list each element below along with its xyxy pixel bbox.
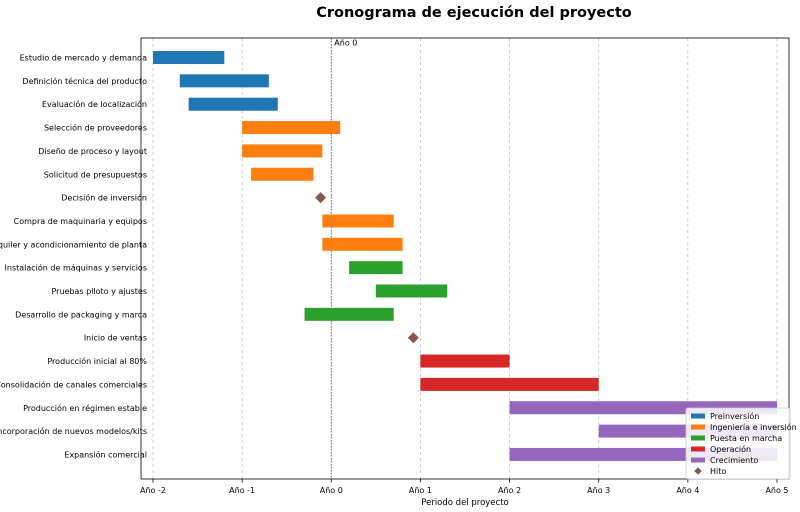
task-bar [251, 167, 314, 181]
legend-swatch [694, 467, 702, 475]
x-tick-label: Año 0 [320, 486, 343, 495]
reference-line-group: Año 0 [330, 38, 357, 479]
legend-label: Preinversión [710, 411, 759, 421]
task-label: Desarrollo de packaging y marca [15, 310, 147, 319]
x-tick-label: Año 2 [498, 486, 521, 495]
x-axis-label: Periodo del proyecto [421, 498, 508, 508]
legend-swatch [691, 413, 705, 419]
task-label: Consolidación de canales comerciales [0, 379, 147, 389]
legend-swatch [691, 446, 705, 452]
chart-title: Cronograma de ejecución del proyecto [316, 5, 632, 21]
task-label: Diseño de proceso y layout [38, 147, 147, 156]
task-bar [242, 144, 323, 158]
legend-label: Operación [710, 444, 751, 454]
legend-label: Hito [710, 467, 726, 476]
task-bar [188, 97, 278, 111]
legend-swatch [691, 457, 705, 463]
task-bars [153, 51, 777, 461]
milestone-marker [407, 332, 419, 344]
task-bar [375, 284, 448, 298]
x-tick-label: Año 4 [676, 486, 699, 495]
task-label: Inicio de ventas [84, 334, 147, 343]
task-bar [322, 237, 403, 251]
x-tick-label: Año 3 [587, 486, 610, 495]
task-label: Selección de proveedores [44, 123, 147, 133]
task-label: Decisión de inversión [61, 193, 147, 203]
task-bar [304, 307, 394, 321]
x-tick-label: Año -1 [229, 486, 255, 495]
x-tick-label: Año 1 [409, 486, 432, 495]
x-tick-label: Año 5 [765, 486, 788, 495]
task-label: Estudio de mercado y demanda [20, 54, 147, 63]
task-bar [242, 121, 341, 135]
task-label: Expansión comercial [64, 449, 147, 459]
x-axis-ticks: Año -2 Año -1 Año 0 Año 1 Año 2 Año 3 Año 4 Año… [140, 479, 789, 495]
plot-frame [140, 37, 790, 480]
legend-box [685, 407, 791, 480]
legend-label: Puesta en marcha [710, 434, 782, 443]
task-bar [322, 214, 394, 228]
reference-line-label: Año 0 [334, 39, 357, 48]
task-label: Evaluación de localización [42, 99, 147, 109]
task-label: Producción en régimen estable [23, 403, 147, 413]
task-label: Solicitud de presupuestos [44, 170, 147, 179]
task-bar [349, 261, 403, 275]
legend-label: Crecimiento [710, 456, 758, 465]
task-bar [153, 51, 225, 64]
legend-swatch [691, 435, 705, 441]
task-label: Alquiler y acondicionamiento de planta [0, 240, 147, 249]
milestone-marker [315, 192, 327, 204]
task-labels: Estudio de mercado y demanda Definición t… [0, 54, 147, 460]
x-tick-label: Año -2 [140, 486, 166, 495]
legend-label: Ingeniería e inversión [710, 422, 797, 432]
task-label: Instalación de máquinas y servicios [5, 263, 147, 273]
task-label: Producción inicial al 80% [47, 356, 147, 366]
task-label: Definición técnica del producto [22, 76, 147, 86]
task-label: Incorporación de nuevos modelos/kits [0, 426, 147, 436]
task-bar [420, 354, 510, 368]
task-label: Pruebas piloto y ajustes [51, 287, 147, 296]
task-bar [420, 377, 599, 391]
task-bar [179, 74, 269, 88]
legend-swatch [691, 424, 705, 430]
task-label: Compra de maquinaria y equipos [14, 217, 147, 226]
